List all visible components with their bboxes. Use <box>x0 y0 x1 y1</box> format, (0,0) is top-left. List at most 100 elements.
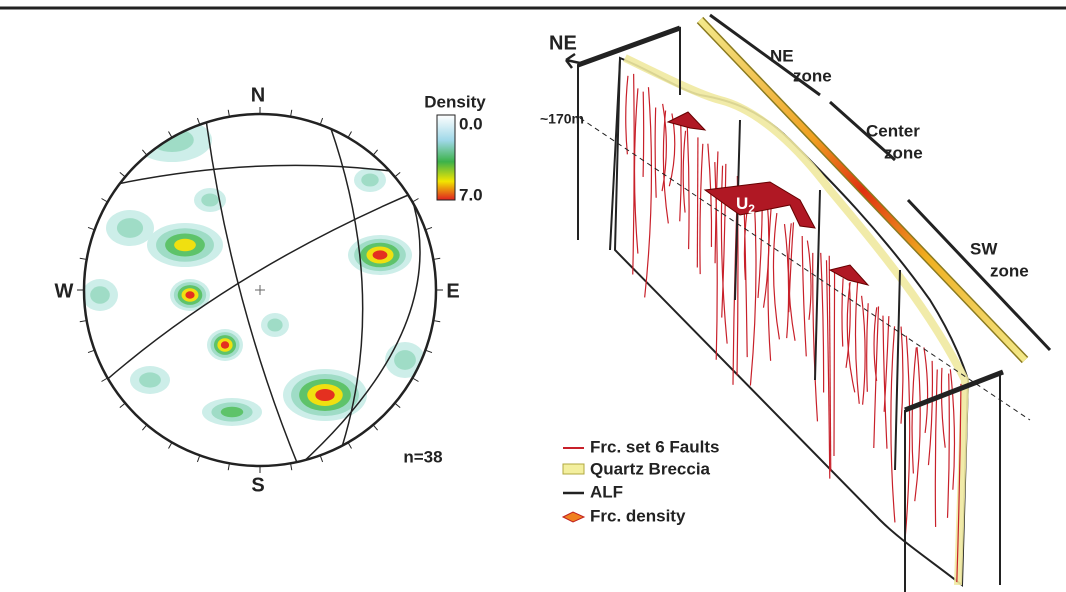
fault-trace <box>714 151 719 264</box>
fault-trace <box>662 110 669 224</box>
north-label: N <box>251 84 265 106</box>
fault-trace <box>841 278 844 347</box>
legend-swatch <box>562 463 585 475</box>
fault-trace <box>801 236 807 357</box>
depth-line <box>579 117 1031 421</box>
count-label: n=38 <box>403 447 442 466</box>
east-label: E <box>446 280 459 302</box>
fault-trace <box>904 335 911 538</box>
tick <box>347 131 352 138</box>
colorbar-max: 7.0 <box>459 185 483 204</box>
tick <box>290 463 293 471</box>
tick <box>119 171 126 178</box>
fault-trace <box>846 281 856 393</box>
density-blob <box>116 218 144 238</box>
fault-trace <box>749 192 757 386</box>
fault-trace <box>845 283 851 368</box>
density-blob <box>267 318 283 332</box>
tick <box>412 198 419 203</box>
fault-trace <box>721 163 727 318</box>
tick <box>79 257 87 260</box>
fault-trace <box>882 315 888 449</box>
perimeter-ticks <box>77 107 443 473</box>
fault-trace <box>699 143 704 275</box>
fault-trace <box>682 130 687 213</box>
fault-trace <box>900 326 904 424</box>
tick <box>119 402 126 409</box>
fault-trace <box>654 107 657 198</box>
unit-subscript: 2 <box>748 202 755 216</box>
great-circles <box>89 114 421 466</box>
fault-trace <box>788 223 796 341</box>
fault-trace <box>934 369 938 527</box>
tick <box>227 463 230 471</box>
tick <box>372 149 379 156</box>
tick <box>347 442 352 449</box>
tick <box>168 131 173 138</box>
tick <box>196 117 201 125</box>
fault-trace <box>927 360 934 466</box>
tick <box>319 117 324 125</box>
fault-trace <box>828 255 832 472</box>
tick <box>227 109 230 117</box>
fault-trace <box>806 240 812 320</box>
tick <box>394 402 401 409</box>
legend-label: ALF <box>590 482 623 501</box>
fault-trace <box>946 373 950 518</box>
tick <box>141 424 148 431</box>
tick <box>425 349 433 354</box>
depth-label: ~170m <box>540 111 584 127</box>
tick <box>168 442 173 449</box>
fault-trace <box>644 87 653 298</box>
tick <box>101 198 108 203</box>
tick <box>79 320 87 323</box>
density-blob <box>220 341 230 349</box>
south-label: S <box>251 474 264 496</box>
fault-trace <box>914 347 921 502</box>
tick <box>394 171 401 178</box>
fault-trace <box>866 303 869 392</box>
tick <box>433 320 441 323</box>
tick <box>372 424 379 431</box>
zone-lines <box>709 13 1052 352</box>
fault-trace <box>820 252 825 393</box>
unit-label: U2 <box>736 194 755 216</box>
colorbar <box>436 114 456 201</box>
unit-letter: U <box>736 194 748 213</box>
fault-trace <box>642 91 645 177</box>
fault-trace <box>772 212 781 340</box>
fault-trace <box>833 270 836 456</box>
legend-label: Frc. set 6 Faults <box>590 437 719 456</box>
fault-trace <box>861 295 866 405</box>
end-top <box>904 369 1004 413</box>
tick <box>141 149 148 156</box>
fault-trace <box>714 162 718 360</box>
density-blob <box>201 193 219 207</box>
tick <box>433 257 441 260</box>
density-blob <box>315 389 335 401</box>
density-blob <box>394 350 416 370</box>
quartz-breccia <box>623 54 970 586</box>
fault-trace <box>679 123 682 222</box>
fault-trace <box>940 367 946 448</box>
fault-trace <box>707 143 713 247</box>
fault-trace <box>788 222 795 313</box>
fault-trace <box>854 281 860 404</box>
colorbar-title: Density <box>424 92 486 111</box>
density-blob <box>90 286 110 304</box>
fault-trace <box>767 200 773 361</box>
slip-arrows <box>666 111 870 286</box>
center-cross <box>255 285 265 295</box>
fault-trace <box>923 347 929 434</box>
tick <box>196 455 201 463</box>
west-label: W <box>55 280 74 302</box>
fault-trace <box>686 123 690 250</box>
fault-trace <box>625 75 629 155</box>
fault-trace <box>696 137 699 268</box>
density-band <box>697 17 1028 363</box>
fault-trace <box>812 252 819 422</box>
fracture-faults <box>625 73 962 583</box>
